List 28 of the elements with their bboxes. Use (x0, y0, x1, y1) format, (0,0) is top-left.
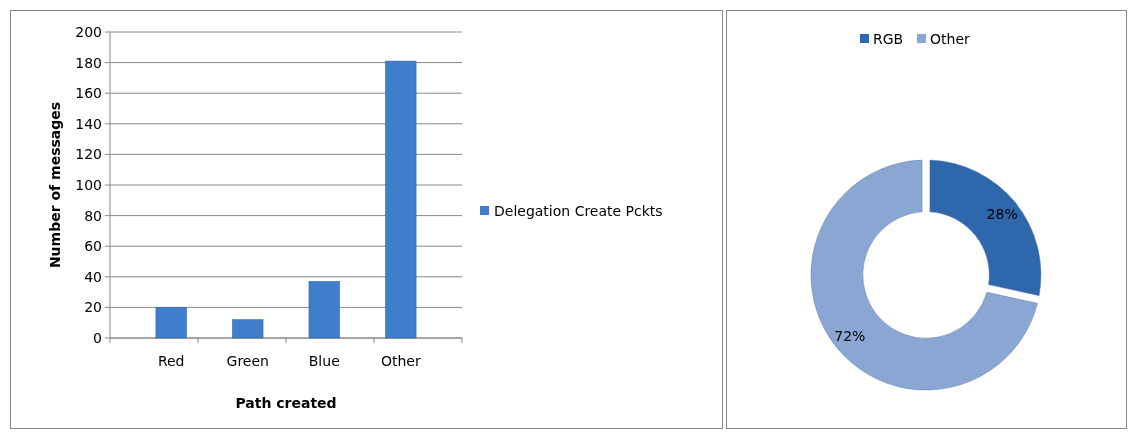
y-tick-label: 60 (84, 238, 102, 255)
data-label: 72% (834, 328, 866, 345)
x-tick-label: Red (157, 353, 185, 369)
y-tick-label: 100 (75, 176, 102, 193)
x-tick-label: Other (380, 353, 421, 369)
bar (308, 281, 340, 339)
x-tick-label: Green (226, 353, 269, 369)
donut-slice (810, 159, 1038, 391)
bar (232, 319, 264, 339)
y-tick-label: 120 (75, 146, 102, 163)
legend-label: Other (930, 30, 970, 47)
legend-label: RGB (873, 30, 904, 47)
y-axis-title: Number of messages (47, 101, 63, 269)
y-tick-label: 180 (75, 54, 102, 71)
y-tick-label: 160 (75, 85, 102, 102)
y-tick-label: 140 (75, 115, 102, 132)
y-tick-label: 0 (93, 329, 102, 346)
donut-slice (929, 159, 1042, 296)
x-tick-label: Blue (308, 353, 340, 369)
bar (155, 307, 187, 339)
y-tick-label: 200 (75, 23, 102, 40)
y-tick-label: 80 (84, 207, 102, 224)
y-tick-label: 40 (84, 268, 102, 285)
x-axis-title: Path created (235, 395, 337, 411)
bar (385, 60, 417, 339)
y-tick-label: 20 (84, 299, 102, 316)
data-label: 28% (986, 205, 1018, 222)
legend-label: Delegation Create Pckts (494, 202, 663, 219)
